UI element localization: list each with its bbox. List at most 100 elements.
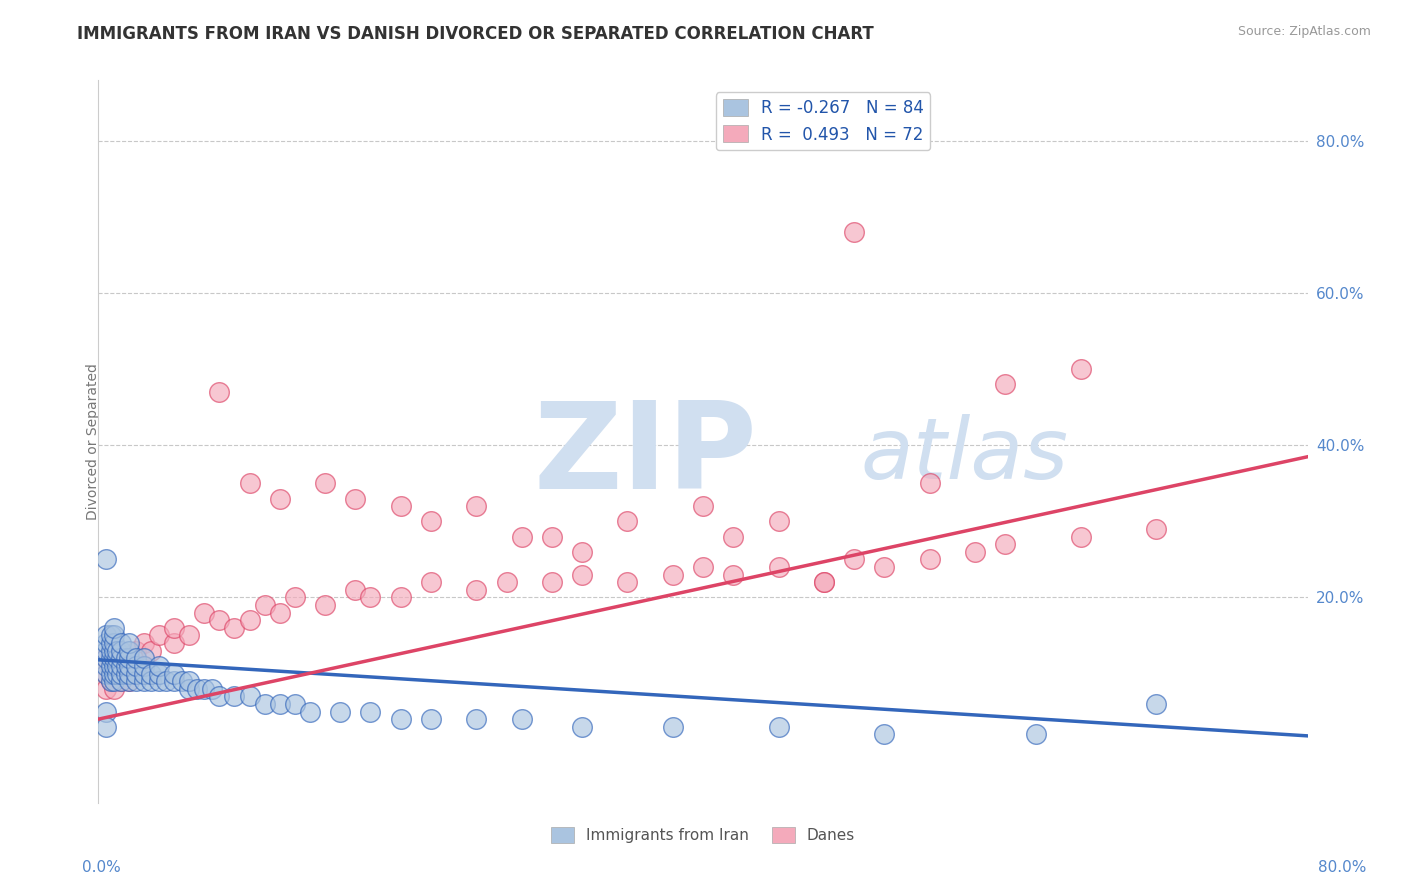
Point [389,499,412,513]
Point [94,636,117,650]
Point [329,705,352,719]
Point [94,659,117,673]
Point [239,690,262,704]
Point [918,552,941,566]
Point [94,643,117,657]
Point [844,226,866,240]
Point [420,712,443,726]
Point [224,690,246,704]
Point [186,681,208,696]
Point [114,659,136,673]
Point [132,674,155,689]
Point [389,591,412,605]
Point [873,560,896,574]
Point [103,651,125,665]
Point [94,681,117,696]
Point [125,643,148,657]
Point [994,537,1017,551]
Point [141,643,163,657]
Point [100,636,122,650]
Point [540,530,562,544]
Point [114,666,136,681]
Legend: Immigrants from Iran, Danes: Immigrants from Iran, Danes [544,822,862,849]
Point [125,674,148,689]
Point [100,659,122,673]
Point [103,666,125,681]
Point [299,705,322,719]
Point [360,591,382,605]
Point [179,681,201,696]
Point [118,643,141,657]
Point [284,591,307,605]
Point [314,598,336,612]
Point [163,674,186,689]
Point [813,575,835,590]
Point [723,530,745,544]
Text: 80.0%: 80.0% [1319,861,1367,875]
Point [118,659,141,673]
Point [1144,697,1167,711]
Text: ZIP: ZIP [534,398,758,515]
Point [103,681,125,696]
Point [208,690,231,704]
Point [571,720,593,734]
Point [125,666,148,681]
Point [103,674,125,689]
Point [105,659,128,673]
Point [201,681,224,696]
Point [94,705,117,719]
Point [118,674,141,689]
Point [125,666,148,681]
Point [1144,522,1167,536]
Point [495,575,517,590]
Point [118,659,141,673]
Point [141,674,163,689]
Point [100,666,122,681]
Point [125,651,148,665]
Point [420,575,443,590]
Point [768,515,790,529]
Point [132,659,155,673]
Point [94,552,117,566]
Point [571,545,593,559]
Point [253,697,276,711]
Point [94,720,117,734]
Point [103,651,125,665]
Text: Source: ZipAtlas.com: Source: ZipAtlas.com [1237,25,1371,38]
Point [148,666,170,681]
Point [103,636,125,650]
Point [163,666,186,681]
Point [118,666,141,681]
Point [208,385,231,400]
Point [540,575,562,590]
Point [1070,530,1092,544]
Point [239,476,262,491]
Point [465,499,488,513]
Point [105,651,128,665]
Point [208,613,231,627]
Point [170,674,193,689]
Point [110,666,132,681]
Point [994,377,1017,392]
Point [692,499,714,513]
Point [110,659,132,673]
Point [132,659,155,673]
Point [125,659,148,673]
Point [193,681,215,696]
Point [103,628,125,642]
Point [813,575,835,590]
Point [94,666,117,681]
Point [253,598,276,612]
Point [103,666,125,681]
Point [105,659,128,673]
Point [148,659,170,673]
Point [344,491,367,506]
Point [389,712,412,726]
Point [148,628,170,642]
Point [1070,362,1092,376]
Point [100,674,122,689]
Point [873,727,896,741]
Point [224,621,246,635]
Point [269,697,291,711]
Point [1024,727,1046,741]
